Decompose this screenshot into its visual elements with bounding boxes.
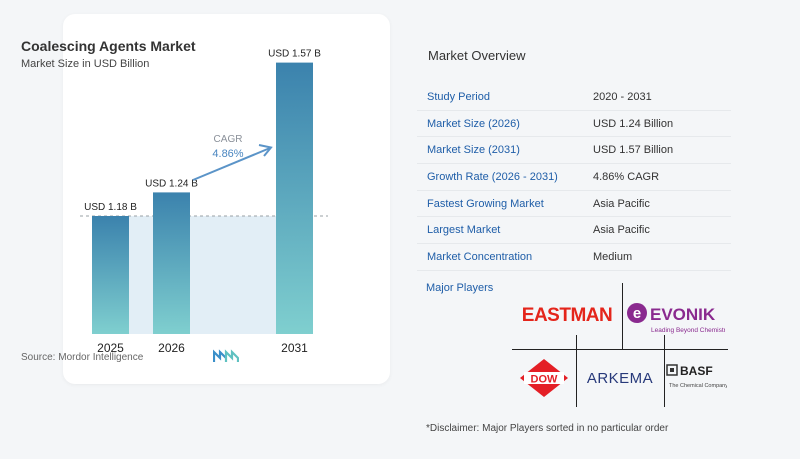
overview-row: Market Size (2031) USD 1.57 Billion xyxy=(417,137,731,165)
eastman-logo: EASTMAN xyxy=(521,305,613,326)
bar-data-label: USD 1.18 B xyxy=(84,202,137,213)
overview-row-value: 4.86% CAGR xyxy=(593,170,660,183)
overview-row: Growth Rate (2026 - 2031) 4.86% CAGR xyxy=(417,164,731,191)
overview-row: Market Size (2026) USD 1.24 Billion xyxy=(417,111,731,138)
overview-row-value: 2020 - 2031 xyxy=(593,90,652,103)
chart-subtitle: Market Size in USD Billion xyxy=(21,58,150,70)
basf-logo: BASF The Chemical Company xyxy=(664,349,728,407)
evonik-logo: e EVONIK Leading Beyond Chemistry xyxy=(622,283,728,349)
overview-row-value: Asia Pacific xyxy=(593,197,650,210)
svg-text:DOW: DOW xyxy=(531,374,559,386)
overview-row-value: Medium xyxy=(593,250,633,263)
mordor-logo-icon xyxy=(213,349,239,362)
overview-title: Market Overview xyxy=(428,48,526,63)
overview-row-label: Largest Market xyxy=(427,224,501,237)
overview-row-value: Asia Pacific xyxy=(593,224,650,237)
major-players-label: Major Players xyxy=(426,282,494,294)
chart-title: Coalescing Agents Market xyxy=(21,38,196,54)
svg-text:e: e xyxy=(633,305,641,322)
x-tick-label: 2025 xyxy=(97,341,124,355)
overview-row-label: Study Period xyxy=(427,90,490,103)
svg-text:BASF: BASF xyxy=(680,364,713,378)
overview-row-label: Growth Rate (2026 - 2031) xyxy=(427,170,558,183)
x-tick-label: 2026 xyxy=(158,341,185,355)
overview-row-label: Market Size (2026) xyxy=(427,117,520,130)
source-text: Source: Mordor Intelligence xyxy=(21,352,144,363)
market-size-chart: USD 1.18 B 2025 USD 1.24 B 2026 USD 1.57 B 20… xyxy=(80,49,328,355)
bar xyxy=(153,192,190,334)
bar-data-label: USD 1.57 B xyxy=(268,49,321,60)
overview-row: Largest Market Asia Pacific xyxy=(417,217,731,245)
growth-band xyxy=(190,216,276,334)
disclaimer-text: *Disclaimer: Major Players sorted in no … xyxy=(426,423,669,434)
bar xyxy=(276,62,313,334)
cagr-value: 4.86% xyxy=(212,148,243,160)
svg-text:Leading Beyond Chemistry: Leading Beyond Chemistry xyxy=(651,327,725,334)
svg-text:The Chemical Company: The Chemical Company xyxy=(669,383,727,389)
overview-row-label: Market Concentration xyxy=(427,250,533,263)
overview-row-label: Market Size (2031) xyxy=(427,144,520,157)
bar-data-label: USD 1.24 B xyxy=(145,178,198,189)
overview-row-value: USD 1.57 Billion xyxy=(593,144,674,157)
major-players-logos: EASTMAN e EVONIK Leading Beyond Chemistr… xyxy=(512,283,728,408)
x-tick-label: 2031 xyxy=(281,341,308,355)
overview-row-label: Fastest Growing Market xyxy=(427,197,544,210)
cagr-arrowhead xyxy=(258,144,273,157)
overview-row-value: USD 1.24 Billion xyxy=(593,117,674,130)
growth-band xyxy=(129,216,153,334)
overview-row: Study Period 2020 - 2031 xyxy=(417,84,731,111)
dow-logo: DOW xyxy=(512,349,576,407)
cagr-arrow xyxy=(192,147,271,181)
bar xyxy=(92,216,129,334)
svg-text:EVONIK: EVONIK xyxy=(650,305,716,324)
overview-row: Fastest Growing Market Asia Pacific xyxy=(417,191,731,218)
overview-row: Market Concentration Medium xyxy=(417,244,731,271)
arkema-logo: ARKEMA xyxy=(586,369,654,387)
overview-table: Study Period 2020 - 2031 Market Size (2026… xyxy=(417,84,731,271)
cagr-label: CAGR xyxy=(214,134,243,145)
